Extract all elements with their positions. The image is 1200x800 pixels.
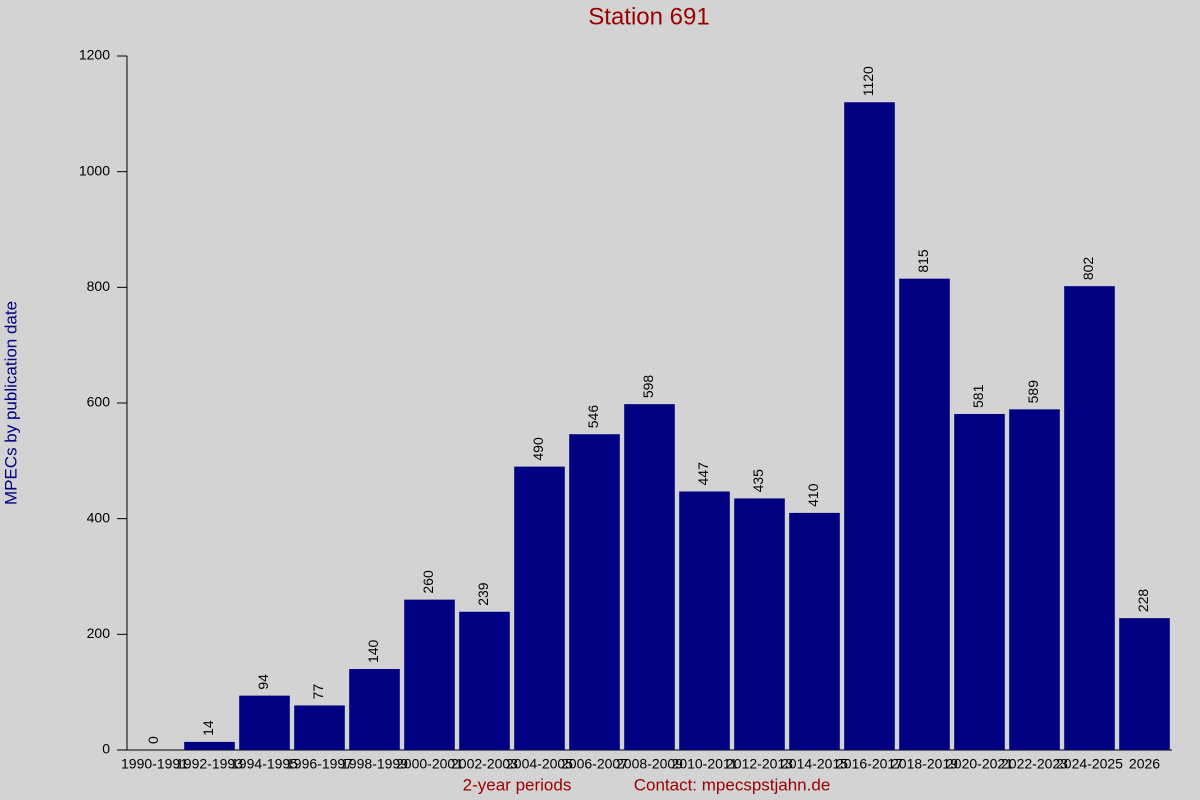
x-tick-label: 1990-1991 [121,756,188,772]
bar [514,466,565,750]
value-label: 260 [420,570,436,594]
y-tick-label: 0 [102,741,110,757]
bar [899,278,950,750]
x-tick-label: 2010-2011 [672,756,738,772]
x-tick-label: 1994-1995 [231,756,298,772]
bar [404,599,455,750]
value-label: 589 [1025,380,1041,404]
value-label: 447 [695,462,711,486]
bar [789,512,840,750]
bar [569,434,620,750]
x-tick-label: 2008-2009 [616,756,683,772]
y-tick-label: 1000 [79,162,110,178]
bar [679,491,730,750]
x-tick-label: 2020-2021 [946,756,1013,772]
y-tick-label: 200 [87,625,111,641]
value-label: 802 [1080,257,1096,281]
bar [1009,409,1060,750]
x-tick-label: 2024-2025 [1056,756,1123,772]
bar [734,498,785,750]
value-label: 598 [640,375,656,399]
bar [624,404,675,750]
y-tick-label: 800 [87,278,111,294]
value-label: 228 [1135,589,1151,613]
bar [844,102,895,751]
value-label: 410 [805,483,821,507]
y-tick-label: 400 [87,509,111,525]
contact: Contact: mpecspstjahn.de [634,775,831,794]
value-label: 14 [200,720,216,736]
x-tick-label: 2016-2017 [836,756,903,772]
value-label: 581 [970,384,986,408]
value-label: 815 [915,249,931,273]
x-tick-label: 2004-2005 [506,756,573,772]
value-label: 0 [145,736,161,744]
value-label: 239 [475,582,491,606]
x-tick-label: 2026 [1129,756,1160,772]
value-label: 140 [365,639,381,663]
x-axis-label: 2-year periods [463,775,572,794]
x-tick-label: 2002-2003 [451,756,518,772]
value-label: 435 [750,469,766,493]
x-tick-label: 1992-1993 [176,756,243,772]
bar [184,741,235,750]
chart-title: Station 691 [588,3,709,30]
bar [1064,286,1115,750]
value-label: 490 [530,437,546,461]
value-label: 546 [585,405,601,429]
x-tick-label: 2000-2001 [396,756,463,772]
x-tick-label: 2014-2015 [781,756,848,772]
x-tick-label: 2022-2023 [1001,756,1068,772]
bar [239,695,290,750]
y-tick-label: 1200 [79,47,110,63]
value-label: 1120 [860,66,876,96]
value-label: 94 [255,674,271,690]
bar [954,413,1005,750]
x-tick-label: 2018-2019 [891,756,958,772]
x-tick-label: 2006-2007 [561,756,628,772]
y-axis-label: MPECs by publication date [1,301,20,505]
x-tick-label: 1998-1999 [341,756,408,772]
bar [349,669,400,750]
bar [294,705,345,750]
bar [1119,618,1170,750]
y-tick-label: 600 [87,394,111,410]
x-tick-label: 1996-1997 [286,756,353,772]
x-tick-label: 2012-2013 [726,756,793,772]
value-label: 77 [310,684,326,700]
bar [459,611,510,750]
